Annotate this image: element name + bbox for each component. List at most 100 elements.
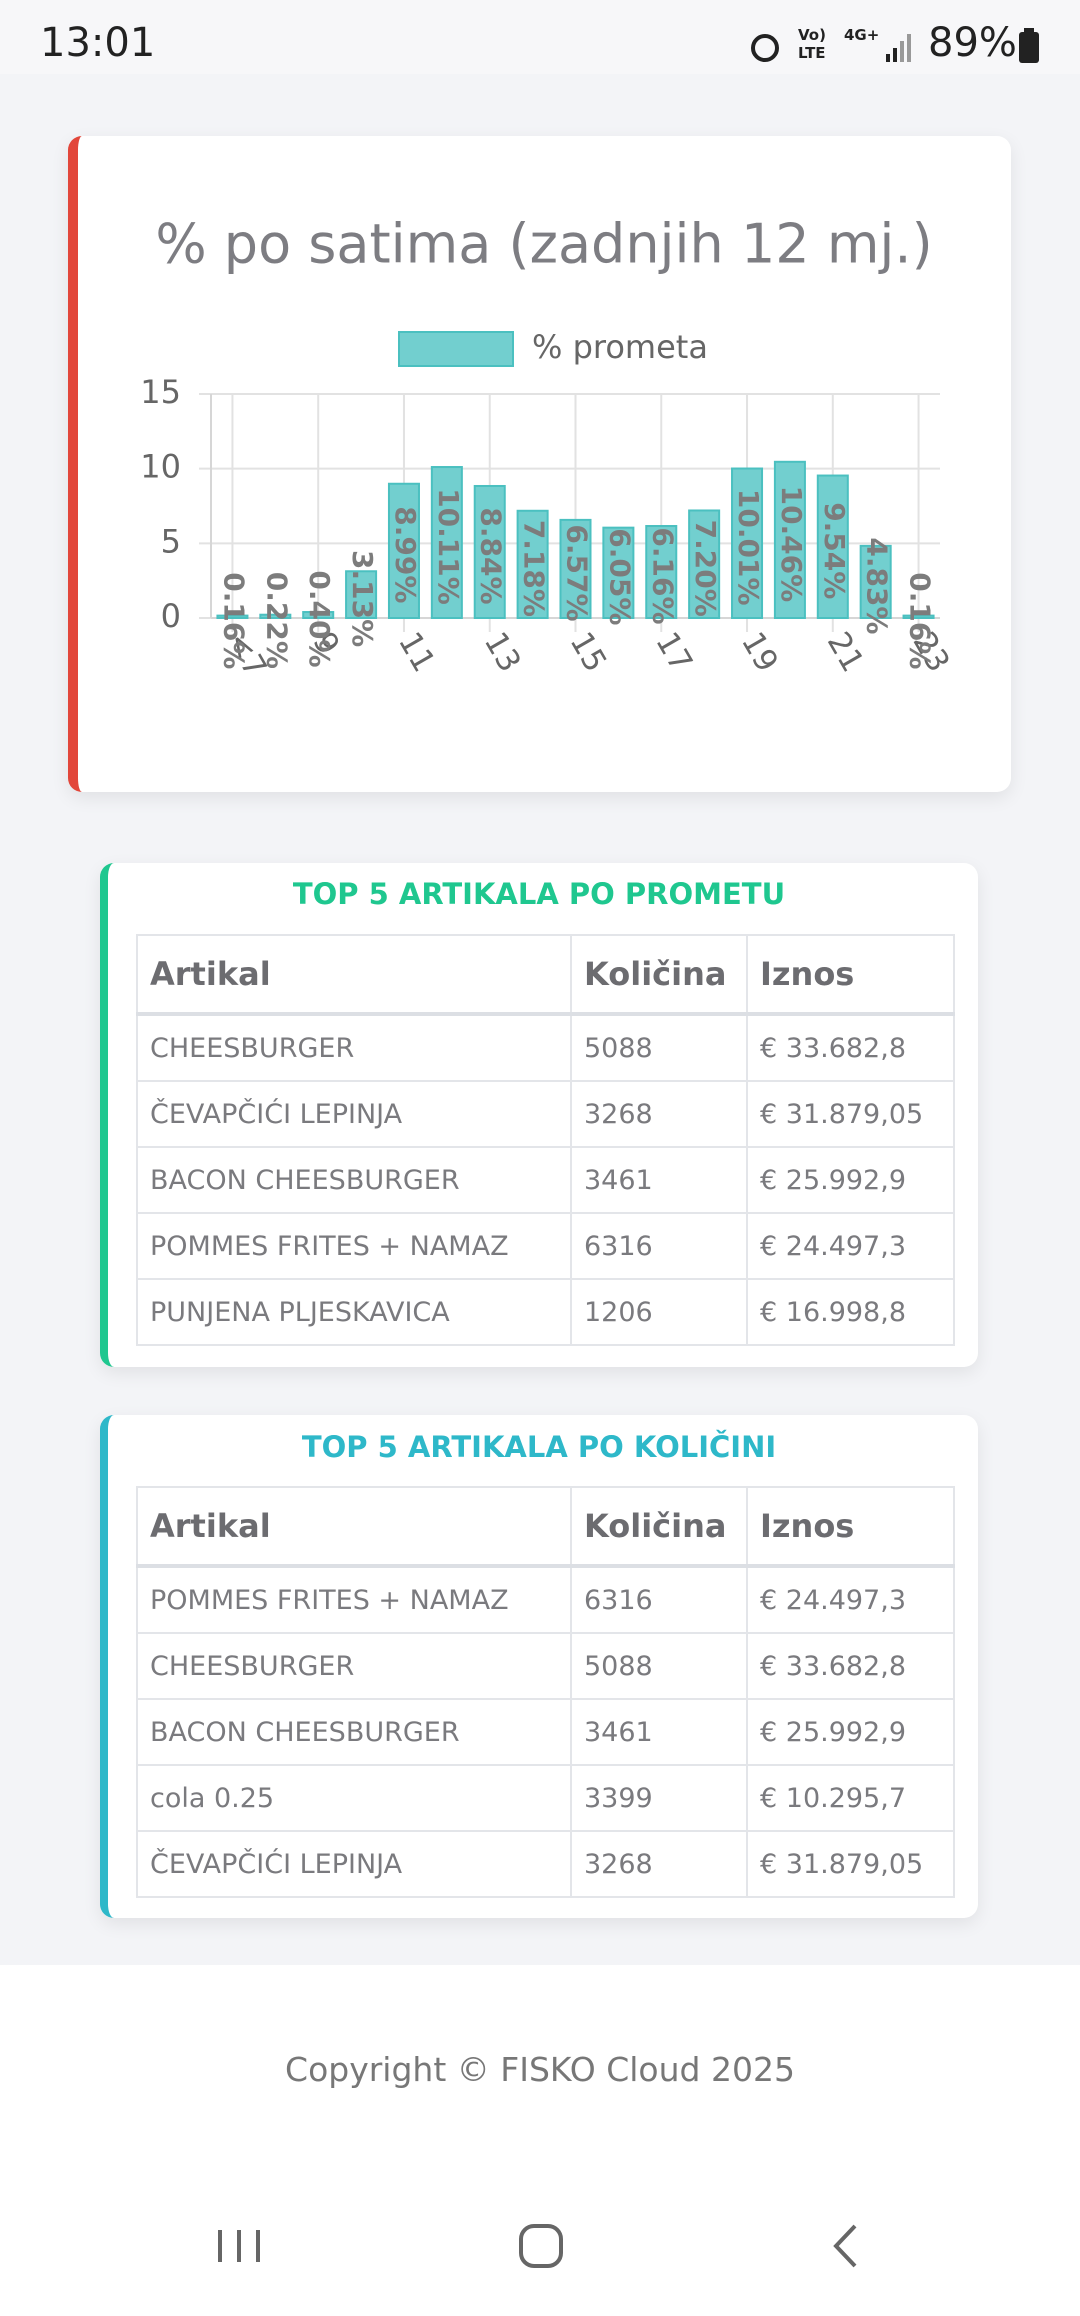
table-cell: POMMES FRITES + NAMAZ <box>136 1565 572 1634</box>
data-label: 8.84% <box>475 507 508 604</box>
table-cell: PUNJENA PLJESKAVICA <box>136 1278 572 1346</box>
bar <box>773 460 806 619</box>
data-label: 6.05% <box>603 528 636 625</box>
table-cell: 6316 <box>570 1212 748 1280</box>
table-cell: 5088 <box>570 1632 748 1700</box>
header-cell: Iznos <box>746 1486 955 1568</box>
bar <box>216 614 249 619</box>
header-row: Artikal Količina Iznos <box>136 1486 955 1568</box>
table-cell: 3461 <box>570 1698 748 1766</box>
y-tick-label: 15 <box>140 373 181 411</box>
bar <box>731 467 764 619</box>
clock: 13:01 <box>40 20 156 66</box>
bar <box>516 509 549 619</box>
x-tick-label: 15 <box>563 626 614 678</box>
table-cell: € 31.879,05 <box>746 1080 955 1148</box>
signal <box>893 48 897 62</box>
legend-label: % prometa <box>532 328 708 366</box>
bar <box>302 611 335 620</box>
table-cell: € 25.992,9 <box>746 1146 955 1214</box>
footer: Copyright © FISKO Cloud 2025 <box>285 2050 795 2089</box>
table-cell: BACON CHEESBURGER <box>136 1146 572 1214</box>
battery-level: 89% <box>928 20 1017 66</box>
bar <box>688 509 721 620</box>
header-cell: Artikal <box>136 934 572 1016</box>
legend-swatch <box>398 331 514 367</box>
table-row: ČEVAPČIĆI LEPINJA 3268 € 31.879,05 <box>136 1830 955 1898</box>
data-table: Artikal Količina Iznos POMMES FRITES + NAMA… <box>136 1486 955 1898</box>
signal <box>907 34 911 62</box>
volte: Vo) <box>798 26 826 44</box>
y-tick-label: 10 <box>140 448 181 486</box>
data-label: 10.11% <box>432 488 465 605</box>
table-cell: € 16.998,8 <box>746 1278 955 1346</box>
bar <box>816 474 849 620</box>
data-label: 6.57% <box>561 524 594 621</box>
table-cell: € 25.992,9 <box>746 1698 955 1766</box>
table-row: CHEESBURGER 5088 € 33.682,8 <box>136 1632 955 1700</box>
bar <box>430 466 463 619</box>
header-cell: Količina <box>570 1486 748 1568</box>
data-label: 0.40% <box>303 570 336 667</box>
table-row: POMMES FRITES + NAMAZ 6316 € 24.497,3 <box>136 1565 955 1634</box>
table-cell: € 31.879,05 <box>746 1830 955 1898</box>
bar <box>387 482 420 619</box>
x-tick-label: 13 <box>477 626 528 678</box>
data-label: 7.20% <box>689 520 722 617</box>
bar <box>902 614 935 619</box>
bar <box>259 613 292 619</box>
lte: LTE <box>798 44 826 62</box>
data-label: 8.99% <box>389 506 422 603</box>
data-label: 7.18% <box>518 520 551 617</box>
data-label: 10.46% <box>775 486 808 603</box>
data-label: 0.16% <box>217 572 250 669</box>
table-cell: 1206 <box>570 1278 748 1346</box>
home-button[interactable] <box>519 2224 563 2268</box>
table-cell: 5088 <box>570 1013 748 1082</box>
bar <box>559 518 592 619</box>
table-cell: € 33.682,8 <box>746 1013 955 1082</box>
data-label: 10.01% <box>732 489 765 606</box>
y-tick-label: 5 <box>161 522 181 560</box>
header-row: Artikal Količina Iznos <box>136 934 955 1016</box>
table-cell: cola 0.25 <box>136 1764 572 1832</box>
table-cell: 3399 <box>570 1764 748 1832</box>
data-label: 0.22% <box>260 572 293 669</box>
bar <box>645 525 678 620</box>
table-cell: 3461 <box>570 1146 748 1214</box>
network: 4G+ <box>844 26 879 44</box>
data-label: 0.16% <box>904 572 937 669</box>
chart-title: % po satima (zadnjih 12 mj.) <box>155 213 932 276</box>
x-tick-label: 11 <box>391 626 442 678</box>
bar <box>345 570 378 619</box>
x-tick-label: 17 <box>648 626 699 678</box>
signal <box>900 41 904 62</box>
data-table: Artikal Količina Iznos CHEESBURGER 5088 € 33.… <box>136 934 955 1346</box>
header-cell: Količina <box>570 934 748 1016</box>
table-row: CHEESBURGER 5088 € 33.682,8 <box>136 1013 955 1082</box>
table-row: cola 0.25 3399 € 10.295,7 <box>136 1764 955 1832</box>
table-cell: CHEESBURGER <box>136 1013 572 1082</box>
table-cell: CHEESBURGER <box>136 1632 572 1700</box>
data-label: 4.83% <box>861 537 894 634</box>
bar <box>859 544 892 620</box>
table-cell: 6316 <box>570 1565 748 1634</box>
data-label: 6.16% <box>646 527 679 624</box>
bar <box>602 526 635 619</box>
table-cell: € 24.497,3 <box>746 1212 955 1280</box>
bar <box>473 484 506 619</box>
chart: % po satima (zadnjih 12 mj.) % prometa 0 5… <box>140 213 956 684</box>
header-cell: Iznos <box>746 934 955 1016</box>
header-cell: Artikal <box>136 1486 572 1568</box>
status-icons: Vo) LTE 4G+ <box>751 26 911 62</box>
back-button[interactable] <box>833 2224 857 2268</box>
table-cell: 3268 <box>570 1830 748 1898</box>
alarm-icon <box>751 34 779 62</box>
table-cell: € 33.682,8 <box>746 1632 955 1700</box>
table-cell: POMMES FRITES + NAMAZ <box>136 1212 572 1280</box>
x-tick-label: 19 <box>734 626 785 678</box>
table-cell: € 24.497,3 <box>746 1565 955 1634</box>
table-cell: € 10.295,7 <box>746 1764 955 1832</box>
table-row: POMMES FRITES + NAMAZ 6316 € 24.497,3 <box>136 1212 955 1280</box>
